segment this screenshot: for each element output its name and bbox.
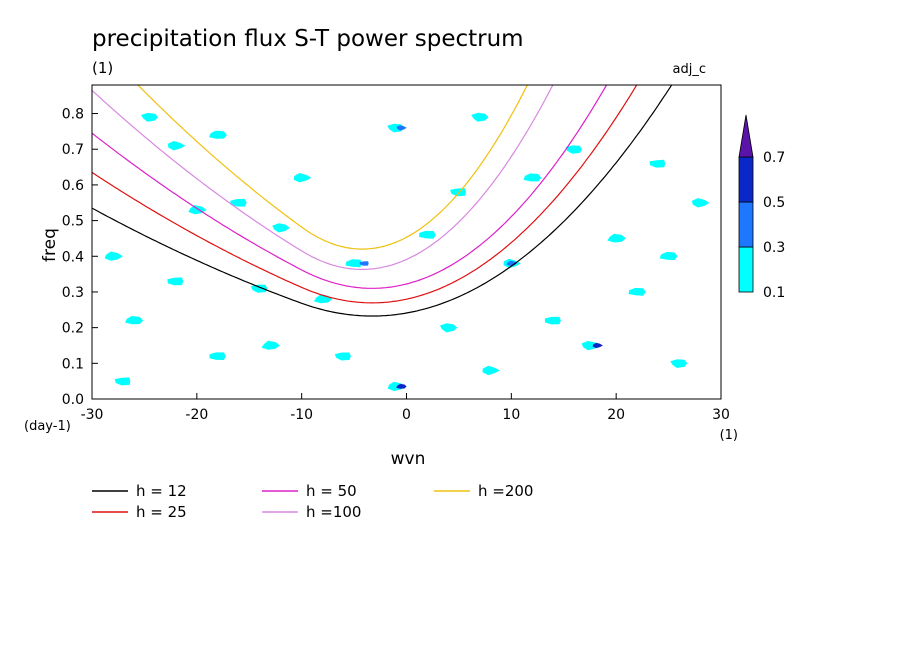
x-axis-ticks: -30 -20 -10 0 10 20 30 xyxy=(81,393,730,423)
colorbar-top-triangle xyxy=(738,114,754,158)
contour-blob xyxy=(104,251,123,261)
contour-blob xyxy=(167,277,184,286)
legend-label: h =200 xyxy=(478,482,533,500)
y-tick-label: 0.6 xyxy=(62,178,84,194)
contour-blob xyxy=(659,252,678,260)
x-axis-unit: (1) xyxy=(720,428,738,443)
x-tick-label: 0 xyxy=(402,407,411,423)
x-tick-label: -30 xyxy=(81,407,104,423)
y-axis-ticks: 0.0 0.1 0.2 0.3 0.4 0.5 0.6 0.7 0.8 xyxy=(62,107,98,408)
y-tick-label: 0.2 xyxy=(62,321,84,337)
contour-blob xyxy=(293,173,312,183)
dispersion-curves xyxy=(92,85,673,317)
colorbar-label: 0.7 xyxy=(763,150,785,166)
contour-blob xyxy=(565,145,582,154)
y-tick-label: 0.5 xyxy=(62,214,84,230)
y-tick-label: 0.4 xyxy=(62,249,84,265)
contour-blob xyxy=(482,365,500,376)
contour-blob xyxy=(261,340,280,350)
colorbar-label: 0.3 xyxy=(763,240,785,256)
colorbar-label: 0.1 xyxy=(763,285,785,301)
y-tick-label: 0.7 xyxy=(62,142,84,158)
chart-title: precipitation flux S-T power spectrum xyxy=(92,26,524,52)
y-axis-label: freq xyxy=(40,228,60,262)
contour-blob xyxy=(670,359,688,368)
contour-blob xyxy=(439,323,458,333)
x-axis-label: wvn xyxy=(391,449,426,469)
contour-blob xyxy=(359,261,369,266)
colorbar: 0.1 0.3 0.5 0.7 xyxy=(738,114,785,301)
legend-label: h = 25 xyxy=(136,503,187,521)
contour-blob xyxy=(230,198,247,207)
contour-blob xyxy=(523,173,542,182)
contour-blob xyxy=(607,233,626,243)
curve-legend: h = 12 h = 25 h = 50 h =100 h =200 xyxy=(92,482,533,521)
legend-label: h = 12 xyxy=(136,482,187,500)
contour-blob xyxy=(396,383,407,389)
contour-blob xyxy=(114,377,131,386)
contour-blob xyxy=(345,259,363,268)
y-tick-label: 0.1 xyxy=(62,356,84,372)
colorbar-segment xyxy=(738,246,754,293)
curve-h-25 xyxy=(92,85,638,304)
contour-blob xyxy=(334,352,351,361)
contour-blob xyxy=(649,159,666,168)
contour-blob xyxy=(168,141,186,151)
contour-blob xyxy=(250,284,268,293)
contour-blob xyxy=(592,342,603,349)
x-tick-label: 30 xyxy=(712,407,730,423)
contour-blob xyxy=(628,287,646,296)
contour-blob xyxy=(141,112,159,122)
contour-fills xyxy=(104,112,710,391)
colorbar-label: 0.5 xyxy=(763,195,785,211)
y-tick-label: 0.0 xyxy=(62,392,84,408)
x-tick-label: -20 xyxy=(185,407,208,423)
chart-subtitle: (1) xyxy=(92,59,113,77)
contour-blob xyxy=(209,352,226,360)
x-tick-label: 20 xyxy=(607,407,625,423)
contour-blob xyxy=(396,125,407,131)
y-axis-unit: (day-1) xyxy=(24,419,71,434)
contour-blob xyxy=(272,223,290,233)
contour-blob xyxy=(692,198,710,208)
x-tick-label: 10 xyxy=(502,407,520,423)
x-tick-label: -10 xyxy=(290,407,313,423)
contour-blob xyxy=(544,316,561,325)
colorbar-segment xyxy=(738,201,754,248)
contour-blob xyxy=(450,188,466,197)
legend-label: h = 50 xyxy=(306,482,357,500)
chart-tag: adj_c xyxy=(673,62,706,77)
contour-blob xyxy=(387,381,406,391)
contour-blob xyxy=(125,316,144,325)
contour-blob xyxy=(419,230,436,239)
contour-blob xyxy=(581,341,599,351)
contour-blob xyxy=(471,112,489,122)
legend-label: h =100 xyxy=(306,503,361,521)
y-tick-label: 0.3 xyxy=(62,285,84,301)
curve-h-100 xyxy=(92,85,554,270)
colorbar-segment xyxy=(738,156,754,203)
curve-h-200 xyxy=(137,85,529,250)
curve-h-12 xyxy=(92,85,673,317)
curve-h-50 xyxy=(92,85,608,289)
y-tick-label: 0.8 xyxy=(62,107,84,123)
contour-blob xyxy=(209,130,227,139)
